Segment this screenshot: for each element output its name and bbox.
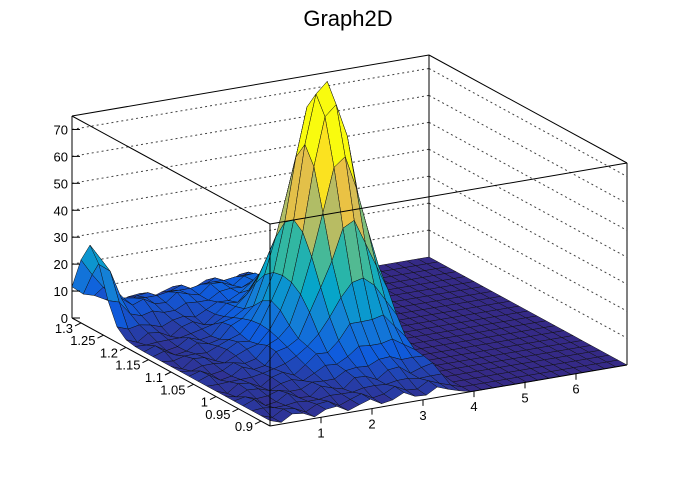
z-gridline-back-left [71, 175, 430, 238]
z-gridline-back-left [71, 94, 430, 157]
z-tick-label: 50 [54, 176, 68, 191]
z-tick-label: 30 [54, 230, 68, 245]
z-tick-label: 0 [61, 311, 68, 326]
y-tick-label: 0.95 [205, 407, 230, 422]
z-gridline-back-right [428, 94, 628, 204]
z-gridline-back-right [428, 148, 628, 258]
z-gridline-back-left [71, 202, 430, 265]
surface-mesh [71, 80, 628, 423]
y-tick-label: 1.15 [115, 358, 140, 373]
y-tick-mark [232, 408, 239, 413]
y-tick-mark [97, 334, 104, 339]
axis-frame-front [71, 115, 628, 427]
z-gridline-back-right [428, 68, 628, 177]
x-tick-label: 5 [521, 390, 528, 405]
x-tick-label: 1 [317, 425, 324, 440]
z-gridline-back-left [71, 67, 430, 130]
top-back-right-edge [428, 54, 628, 164]
top-back-left-edge [71, 54, 430, 117]
z-gridline-back-right [428, 175, 628, 285]
top-front-right-edge [269, 162, 628, 225]
y-tick-mark [74, 322, 82, 327]
chart-title: Graph2D [303, 6, 392, 31]
z-gridline-back-right [428, 121, 628, 231]
z-tick-label: 20 [54, 257, 68, 272]
y-tick-mark [187, 383, 194, 388]
x-tick-label: 6 [572, 382, 579, 397]
z-tick-label: 70 [54, 122, 68, 137]
z-gridline-back-left [71, 121, 430, 184]
z-tick-label: 40 [54, 203, 68, 218]
y-tick-label: 1.05 [160, 382, 185, 397]
x-tick-label: 4 [470, 399, 477, 414]
y-tick-mark [142, 359, 149, 364]
y-tick-mark [254, 420, 262, 425]
y-tick-label: 1.25 [70, 333, 95, 348]
z-tick-label: 60 [54, 149, 68, 164]
y-axis-ticks: 1.31.25 1.21.15 1.11.05 10.95 0.9 [55, 321, 262, 434]
top-front-left-edge [71, 115, 271, 225]
z-gridlines [71, 67, 628, 339]
z-axis-ticks: 0 10 20 30 40 50 60 70 [54, 122, 80, 326]
front-right-floor-edge [269, 364, 628, 427]
surface-cell [260, 415, 282, 423]
y-tick-mark [164, 371, 172, 376]
x-tick-label: 3 [419, 408, 426, 423]
y-tick-label: 1.3 [55, 321, 73, 336]
y-tick-mark [119, 347, 127, 351]
z-tick-label: 10 [54, 284, 68, 299]
y-tick-label: 1.1 [145, 370, 163, 385]
z-gridline-back-left [71, 148, 430, 211]
y-tick-label: 1 [201, 395, 208, 410]
x-axis-ticks: 1 2 3 4 5 6 [317, 373, 580, 440]
y-tick-mark [209, 396, 217, 400]
y-tick-label: 1.2 [100, 345, 118, 360]
y-tick-label: 0.9 [235, 419, 253, 434]
axis-frame-back [71, 54, 628, 365]
x-tick-label: 2 [368, 417, 375, 432]
